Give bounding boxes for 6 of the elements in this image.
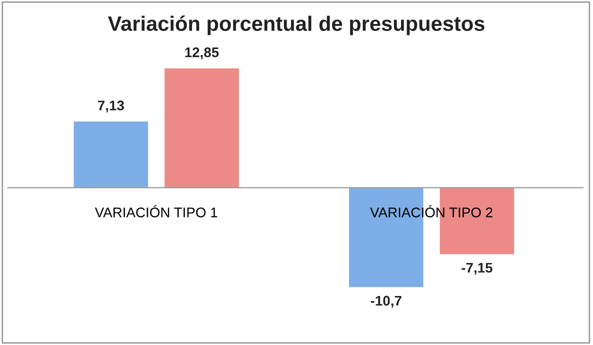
- data-label: 12,85: [185, 47, 219, 60]
- x-tick-label: VARIACIÓN TIPO 1: [94, 205, 218, 218]
- chart-title: Variación porcentual de presupuestos: [108, 16, 484, 36]
- data-label: -7,15: [462, 262, 492, 275]
- data-label: -10,7: [370, 296, 402, 308]
- data-label: 7,13: [98, 100, 124, 112]
